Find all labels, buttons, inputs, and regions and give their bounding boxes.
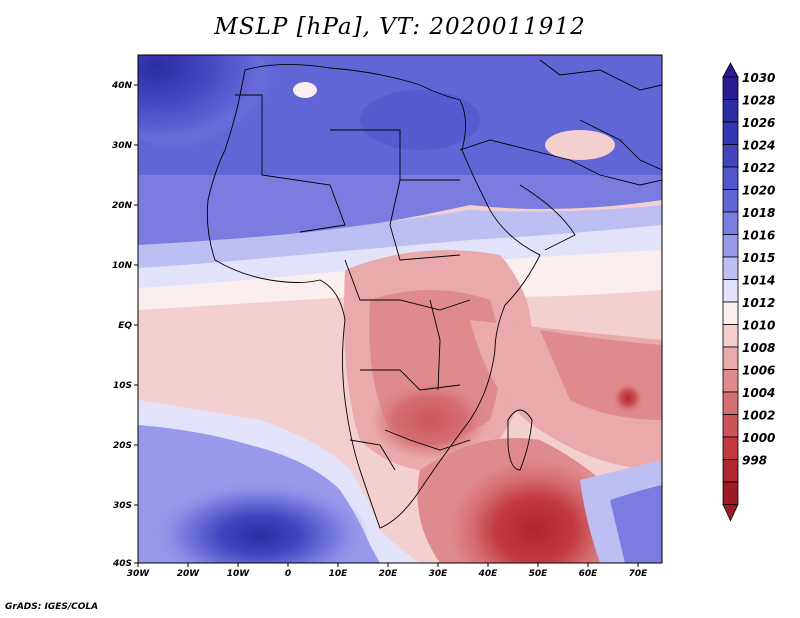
colorbar-label: 1010	[742, 319, 775, 333]
colorbar-swatch	[722, 99, 739, 123]
colorbar-swatch	[722, 369, 739, 393]
colorbar-swatch	[722, 234, 739, 258]
lon-tick-label: 60E	[579, 569, 599, 579]
colorbar-swatch	[722, 301, 739, 325]
credit-text: GrADS: IGES/COLA	[5, 602, 99, 612]
lat-tick-label: EQ	[118, 321, 132, 331]
lat-tick-label: 10S	[113, 381, 132, 391]
colorbar-label: 1016	[742, 229, 775, 243]
lon-tick-label: 0	[285, 569, 291, 579]
lat-tick-label: 40N	[111, 81, 133, 91]
colorbar-swatch	[722, 391, 739, 415]
lon-tick-label: 10W	[227, 569, 251, 579]
lat-tick-label: 40S	[112, 559, 132, 569]
colorbar-swatch	[722, 481, 739, 505]
lon-tick-label: 10E	[329, 569, 349, 579]
colorbar-swatch	[722, 166, 739, 190]
plot-frame	[137, 54, 663, 564]
lon-tick-label: 50E	[529, 569, 549, 579]
colorbar: 1030 1028 1026 1024 1022 1020 1018 1016 1015 1014…	[722, 62, 775, 522]
colorbar-label: 1022	[742, 161, 775, 175]
colorbar-swatch	[722, 256, 739, 280]
coastlines	[206, 59, 662, 529]
colorbar-label: 1030	[742, 71, 775, 85]
colorbar-label: 1026	[742, 116, 775, 130]
pressure-field	[138, 55, 662, 563]
colorbar-swatch	[722, 459, 739, 483]
colorbar-label: 1028	[742, 94, 775, 108]
colorbar-swatch	[722, 144, 739, 168]
lon-tick-label: 30E	[429, 569, 449, 579]
colorbar-swatch	[722, 211, 739, 235]
colorbar-swatch	[722, 414, 739, 438]
colorbar-swatch	[722, 189, 739, 213]
colorbar-label: 1002	[742, 409, 775, 423]
latitude-axis: 40N 30N 20N 10N EQ 10S 20S 30S 40S	[111, 81, 138, 569]
colorbar-label: 1006	[742, 364, 775, 378]
chart-title: MSLP [hPa], VT: 2020011912	[214, 14, 586, 40]
lat-tick-label: 30S	[113, 501, 132, 511]
lon-tick-label: 70E	[629, 569, 649, 579]
colorbar-swatch	[722, 324, 739, 348]
colorbar-label: 1018	[742, 206, 775, 220]
colorbar-label: 1000	[742, 431, 775, 445]
colorbar-label: 1004	[742, 386, 775, 400]
longitude-axis: 30W 20W 10W 0 10E 20E 30E 40E 50E 60E 70E	[127, 563, 648, 579]
colorbar-max-arrow	[722, 62, 739, 78]
colorbar-swatch	[722, 121, 739, 145]
colorbar-label: 1024	[742, 139, 775, 153]
colorbar-swatch	[722, 76, 739, 100]
colorbar-swatch	[722, 436, 739, 460]
colorbar-label: 1008	[742, 341, 775, 355]
lon-tick-label: 40E	[478, 569, 499, 579]
lat-tick-label: 30N	[112, 141, 133, 151]
colorbar-label: 1015	[742, 251, 775, 265]
colorbar-swatch	[722, 279, 739, 303]
colorbar-swatch	[722, 346, 739, 370]
lat-tick-label: 10N	[112, 261, 133, 271]
lon-tick-label: 30W	[127, 569, 151, 579]
colorbar-min-arrow	[722, 504, 739, 522]
lat-tick-label: 20N	[112, 201, 133, 211]
colorbar-label: 1012	[742, 296, 775, 310]
lon-tick-label: 20W	[177, 569, 201, 579]
colorbar-label: 998	[742, 454, 767, 468]
lon-tick-label: 20E	[379, 569, 399, 579]
colorbar-label: 1020	[742, 184, 775, 198]
lat-tick-label: 20S	[113, 441, 132, 451]
colorbar-label: 1014	[742, 274, 775, 288]
